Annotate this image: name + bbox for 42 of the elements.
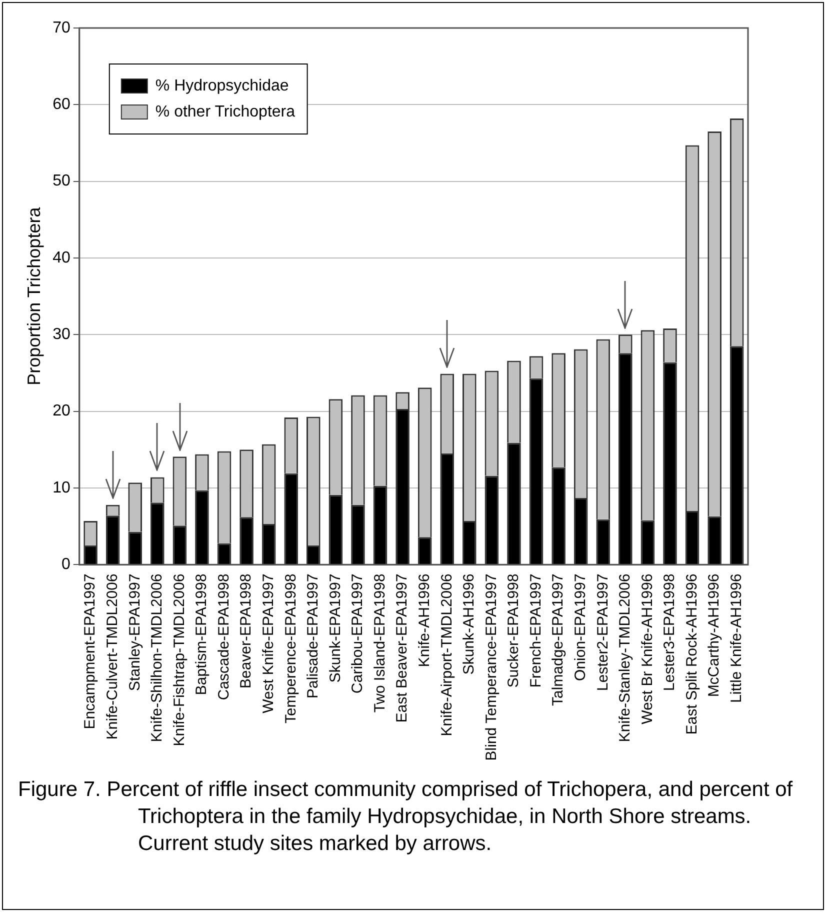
y-tick-label: 0 <box>61 556 70 574</box>
legend-label: % Hydropsychidae <box>155 77 289 94</box>
y-tick-label: 10 <box>52 479 70 496</box>
x-tick-label: West Knife-EPA1997 <box>260 574 277 714</box>
x-tick-label: Cascade-EPA1998 <box>215 574 232 700</box>
x-tick-label: Onion-EPA1997 <box>572 574 589 681</box>
x-tick-label: Little Knife-AH1996 <box>728 574 745 703</box>
y-tick-label: 70 <box>52 19 70 36</box>
legend-label: % other Trichoptera <box>155 103 296 120</box>
x-tick-label: Knife-Stanley-TMDL2006 <box>616 574 634 742</box>
x-tick-label: Two Island-EPA1998 <box>371 574 388 713</box>
x-tick-label: Knife-AH1996 <box>416 574 433 668</box>
y-tick-label: 60 <box>52 96 70 114</box>
x-tick-label: Skunk-AH1996 <box>460 574 478 675</box>
x-tick-label: Sucker-EPA1998 <box>505 574 522 688</box>
x-tick-label: Palisade-EPA1997 <box>304 574 322 698</box>
y-tick-label: 30 <box>52 326 70 344</box>
x-tick-label: East Beaver-EPA1997 <box>394 574 411 723</box>
y-tick-label: 50 <box>52 172 70 190</box>
x-tick-label: Beaver-EPA1998 <box>238 574 255 688</box>
y-tick-label: 40 <box>52 249 70 266</box>
x-tick-label: French-EPA1997 <box>527 574 544 688</box>
x-tick-label: Stanley-EPA1997 <box>126 574 144 691</box>
y-axis-title: Proportion Trichoptera <box>24 206 44 386</box>
x-tick-label: Lester2-EPA1997 <box>594 574 612 691</box>
x-tick-label: Encampment-EPA1997 <box>82 574 99 730</box>
x-tick-label: Knife-Shilhon-TMDL2006 <box>148 574 166 742</box>
y-tick-label: 20 <box>52 402 70 420</box>
caption: Figure 7. Percent of riffle insect community comprised of Trichopera, and percent of Trichoptera in the family Hydropsychidae, in North Shore streams. Current study sites marked by arrows. <box>18 777 794 857</box>
x-tick-label: Talmadge-EPA1997 <box>550 574 567 706</box>
x-tick-label: Temperence-EPA1998 <box>282 574 300 724</box>
x-tick-label: Caribou-EPA1997 <box>349 574 366 694</box>
x-tick-label: Knife-Fishtrap-TMDL2006 <box>170 574 188 746</box>
x-tick-label: McCarthy-AH1996 <box>706 574 723 698</box>
x-tick-label: Knife-Airport-TMDL2006 <box>438 574 456 736</box>
x-tick-label: Knife-Culvert-TMDL2006 <box>104 574 121 740</box>
x-tick-label: Baptism-EPA1998 <box>193 574 210 696</box>
x-tick-label: Skunk-EPA1997 <box>326 574 344 683</box>
x-tick-label: East Split Rock-AH1996 <box>683 574 700 735</box>
x-tick-label: Lester3-EPA1998 <box>661 574 678 691</box>
x-tick-label: Blind Temperance-EPA1997 <box>482 574 500 761</box>
x-tick-label: West Br Knife-AH1996 <box>638 574 656 724</box>
